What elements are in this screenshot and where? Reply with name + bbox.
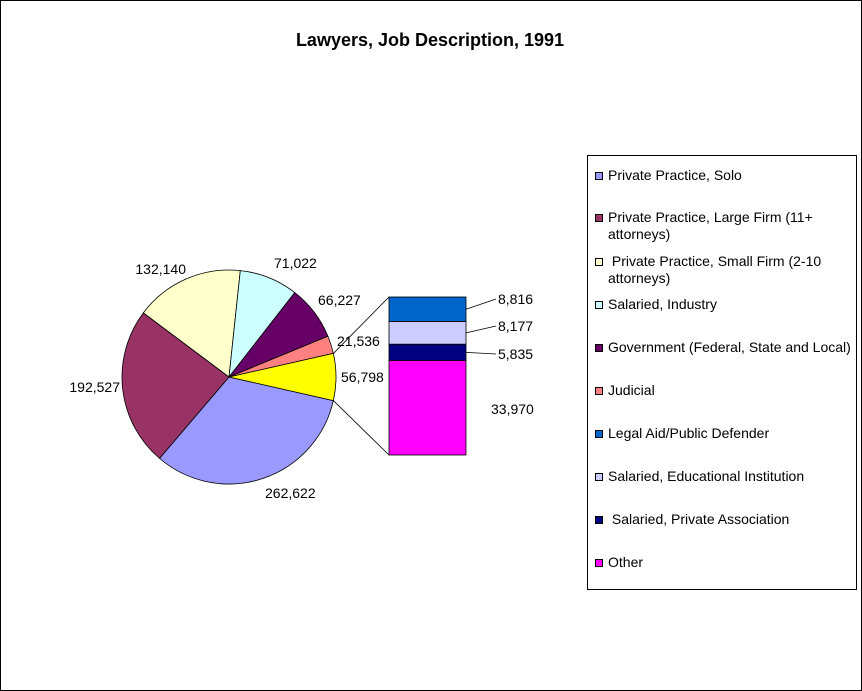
legend-swatch xyxy=(595,214,603,222)
legend-swatch xyxy=(595,516,603,524)
pie-label-government-federal-state-and-local: 66,227 xyxy=(318,292,361,308)
pie-label-private-practice-large-firm-11-attorneys: 192,527 xyxy=(69,379,120,395)
legend-label: Salaried, Private Association xyxy=(608,511,790,527)
legend-label: Private Practice, Small Firm (2-10 attor… xyxy=(608,253,826,286)
legend-swatch xyxy=(595,172,603,180)
legend-swatch xyxy=(595,258,603,266)
series-connector-line xyxy=(333,400,390,456)
pie-label-salaried-industry: 71,022 xyxy=(274,255,317,271)
legend-label: Private Practice, Solo xyxy=(608,167,742,183)
pie-label-other: 56,798 xyxy=(341,369,384,385)
bar-label-other: 33,970 xyxy=(491,401,534,417)
bar-segment-legal-aid-public-defender xyxy=(388,296,467,322)
pie-slice-other xyxy=(228,352,337,402)
legend-label: Legal Aid/Public Defender xyxy=(608,425,770,441)
pie-slice-private-practice-small-firm-2-10-attorneys xyxy=(142,269,241,378)
legend: Private Practice, Solo Private Practice, … xyxy=(587,155,857,590)
pie-label-judicial: 21,536 xyxy=(337,333,380,349)
legend-label: Government (Federal, State and Local) xyxy=(608,339,851,355)
bar-segment-salaried-private-association xyxy=(388,343,467,361)
legend-label: Private Practice, Large Firm (11+ attorn… xyxy=(608,209,817,242)
legend-label: Salaried, Industry xyxy=(608,296,717,312)
pie-slices xyxy=(121,269,337,485)
bar-leader-line xyxy=(465,298,497,310)
pie-data-labels: 262,622 192,527 132,140 71,022 66,227 21,536 5… xyxy=(69,255,384,501)
pie-label-private-practice-solo: 262,622 xyxy=(265,485,316,501)
pie-slice-private-practice-solo xyxy=(158,376,334,485)
legend-swatch xyxy=(595,301,603,309)
legend-label: Salaried, Educational Institution xyxy=(608,468,805,484)
pie-label-private-practice-small-firm-2-10-attorneys: 132,140 xyxy=(135,261,186,277)
bar-leader-line xyxy=(465,325,497,334)
legend-swatch xyxy=(595,559,603,567)
chart-title: Lawyers, Job Description, 1991 xyxy=(295,30,565,50)
bar-label-salaried-educational-institution: 8,177 xyxy=(498,318,533,334)
bar-leader-line xyxy=(465,351,497,355)
connector-lines xyxy=(333,296,390,456)
breakout-bar xyxy=(388,296,467,456)
breakout-data-labels: 8,816 8,177 5,835 33,970 xyxy=(465,291,534,417)
legend-swatch xyxy=(595,430,603,438)
bar-segment-salaried-educational-institution xyxy=(388,321,467,345)
legend-label: Judicial xyxy=(608,382,655,398)
pie-slice-private-practice-large-firm-11-attorneys xyxy=(121,312,230,459)
legend-swatch xyxy=(595,473,603,481)
legend-swatch xyxy=(595,387,603,395)
bar-segment-other xyxy=(388,360,467,456)
series-connector-line xyxy=(333,296,390,354)
bar-label-legal-aid-public-defender: 8,816 xyxy=(498,291,533,307)
legend-label: Other xyxy=(608,554,644,570)
legend-swatch xyxy=(595,344,603,352)
bar-label-salaried-private-association: 5,835 xyxy=(498,346,533,362)
